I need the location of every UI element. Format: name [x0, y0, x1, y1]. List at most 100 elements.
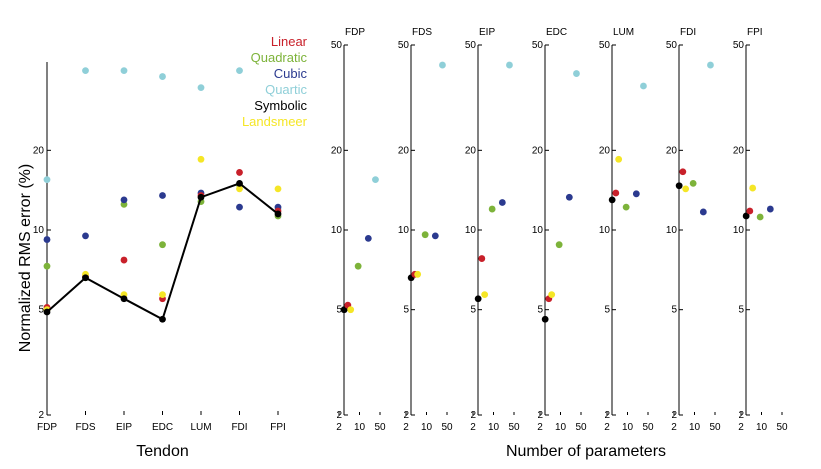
panel-title: EIP — [479, 27, 495, 38]
point-fdp-quartic — [372, 176, 379, 184]
panel-x-tick-label: 2 — [604, 422, 610, 433]
point-fdp-landsmeer — [347, 306, 355, 314]
point-eip-cubic — [498, 199, 506, 206]
panel-y-tick-label: 10 — [465, 225, 477, 236]
point-symbolic-lum — [197, 193, 205, 201]
panel-x-tick-label: 10 — [622, 422, 634, 433]
panel-x-tick-label: 50 — [776, 422, 788, 433]
x-tick-label-eip: EIP — [116, 422, 132, 433]
point-fds-quartic — [439, 61, 446, 69]
point-cubic-eip — [120, 196, 128, 204]
point-fpi-quadratic — [756, 213, 764, 221]
panel-y-tick-label: 20 — [733, 145, 745, 156]
point-eip-quartic — [506, 61, 513, 69]
panel-y-tick-label: 2 — [336, 410, 342, 421]
x-axis-title-parameters: Number of parameters — [506, 443, 666, 460]
point-landsmeer-fdi — [236, 185, 243, 193]
panel-fds: FDS 2 5 10 20 50 2 10 50 — [398, 27, 453, 433]
point-fds-cubic — [431, 232, 439, 240]
panel-x-tick-label: 10 — [555, 422, 567, 433]
point-fdi-landsmeer — [682, 185, 690, 193]
point-symbolic-eip — [120, 295, 128, 303]
point-linear-eip — [120, 256, 128, 264]
panel-y-tick-label: 10 — [599, 225, 611, 236]
panel-y-tick-label: 5 — [604, 305, 610, 316]
tendon-error-chart: 2 5 10 20 FDP FDS EIP EDC LUM FDI FPI Tendon Normali… — [17, 62, 286, 460]
panel-x-tick-label: 50 — [709, 422, 721, 433]
panel-y-tick-label: 50 — [599, 40, 611, 51]
point-quadratic-edc — [159, 241, 166, 249]
point-cubic-edc — [159, 192, 166, 199]
panel-y-tick-label: 10 — [666, 225, 678, 236]
point-quartic-fds — [82, 67, 89, 75]
panel-x-tick-label: 2 — [470, 422, 476, 433]
panel-title: FPI — [747, 27, 763, 38]
point-quartic-fdi — [236, 67, 243, 75]
panel-x-tick-label: 50 — [642, 422, 654, 433]
point-fdi-quadratic — [689, 179, 697, 187]
legend-entry-quadratic: Quadratic — [251, 50, 308, 65]
panel-x-tick-label: 10 — [354, 422, 366, 433]
point-fpi-symbolic — [742, 212, 750, 220]
point-fdi-quartic — [707, 61, 714, 69]
x-tick-label-fdp: FDP — [37, 422, 57, 433]
point-linear-fdi — [236, 169, 243, 176]
panel-x-tick-label: 2 — [671, 422, 677, 433]
panel-y-tick-label: 2 — [403, 410, 409, 421]
point-eip-quadratic — [488, 205, 496, 213]
panel-y-tick-label: 20 — [398, 145, 410, 156]
legend: LinearQuadraticCubicQuarticSymbolicLands… — [242, 34, 308, 129]
y-tick-label: 2 — [38, 410, 44, 421]
panel-y-tick-label: 20 — [465, 145, 477, 156]
panel-x-tick-label: 10 — [488, 422, 500, 433]
panel-y-tick-label: 5 — [336, 305, 342, 316]
legend-entry-cubic: Cubic — [274, 66, 308, 81]
x-tick-label-fpi: FPI — [270, 422, 286, 433]
point-fds-quadratic — [421, 231, 429, 239]
point-quadratic-fdp — [43, 262, 51, 270]
point-symbolic-edc — [159, 315, 166, 323]
panel-y-tick-label: 50 — [666, 40, 678, 51]
panel-fdp: FDP 2 5 10 20 50 2 10 50 — [331, 27, 386, 433]
point-fdi-cubic — [699, 208, 707, 216]
point-fdp-quadratic — [354, 262, 362, 270]
point-landsmeer-edc — [159, 291, 166, 299]
point-cubic-fdp — [43, 236, 51, 243]
panel-y-tick-label: 5 — [470, 305, 476, 316]
panel-y-tick-label: 5 — [403, 305, 409, 316]
point-fpi-landsmeer — [749, 184, 757, 192]
panel-y-tick-label: 5 — [537, 305, 543, 316]
panel-fpi: FPI 2 5 10 20 50 2 10 50 — [733, 27, 788, 433]
panel-x-tick-label: 10 — [421, 422, 433, 433]
panel-y-tick-label: 50 — [532, 40, 544, 51]
panel-y-tick-label: 2 — [738, 410, 744, 421]
panel-title: FDI — [680, 27, 696, 38]
point-lum-quadratic — [622, 203, 630, 211]
panel-fdi: FDI 2 5 10 20 50 2 10 50 — [666, 27, 721, 433]
point-fdp-symbolic — [340, 306, 348, 314]
point-quartic-lum — [197, 84, 205, 92]
y-axis-title: Normalized RMS error (%) — [17, 164, 34, 352]
legend-entry-linear: Linear — [271, 34, 308, 49]
point-edc-landsmeer — [548, 291, 556, 299]
point-symbolic-fds — [82, 274, 89, 282]
point-edc-symbolic — [541, 315, 549, 323]
panel-title: FDS — [412, 27, 432, 38]
point-lum-landsmeer — [615, 155, 623, 163]
panel-y-tick-label: 10 — [733, 225, 745, 236]
point-landsmeer-fpi — [274, 185, 282, 193]
panel-x-tick-label: 50 — [508, 422, 520, 433]
panel-x-tick-label: 10 — [689, 422, 701, 433]
panel-y-tick-label: 10 — [398, 225, 410, 236]
panel-y-tick-label: 2 — [671, 410, 677, 421]
panel-y-tick-label: 50 — [398, 40, 410, 51]
legend-entry-landsmeer: Landsmeer — [242, 114, 308, 129]
panel-lum: LUM 2 5 10 20 50 2 10 50 — [599, 27, 654, 433]
panel-y-tick-label: 20 — [599, 145, 611, 156]
panel-x-tick-label: 50 — [441, 422, 453, 433]
point-quartic-eip — [120, 67, 128, 75]
panel-eip: EIP 2 5 10 20 50 2 10 50 — [465, 27, 520, 433]
panel-y-tick-label: 2 — [470, 410, 476, 421]
point-quartic-edc — [159, 73, 166, 80]
